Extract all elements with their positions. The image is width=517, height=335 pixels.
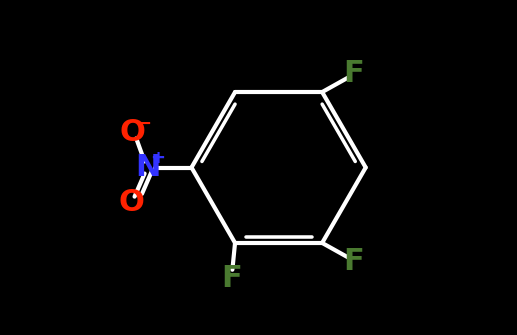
Text: −: − — [136, 115, 151, 133]
Text: F: F — [344, 59, 364, 88]
Text: F: F — [221, 264, 242, 292]
Text: O: O — [118, 188, 144, 217]
Text: O: O — [120, 118, 146, 147]
Text: F: F — [344, 247, 364, 276]
Text: N: N — [135, 153, 161, 182]
Text: +: + — [150, 149, 165, 167]
